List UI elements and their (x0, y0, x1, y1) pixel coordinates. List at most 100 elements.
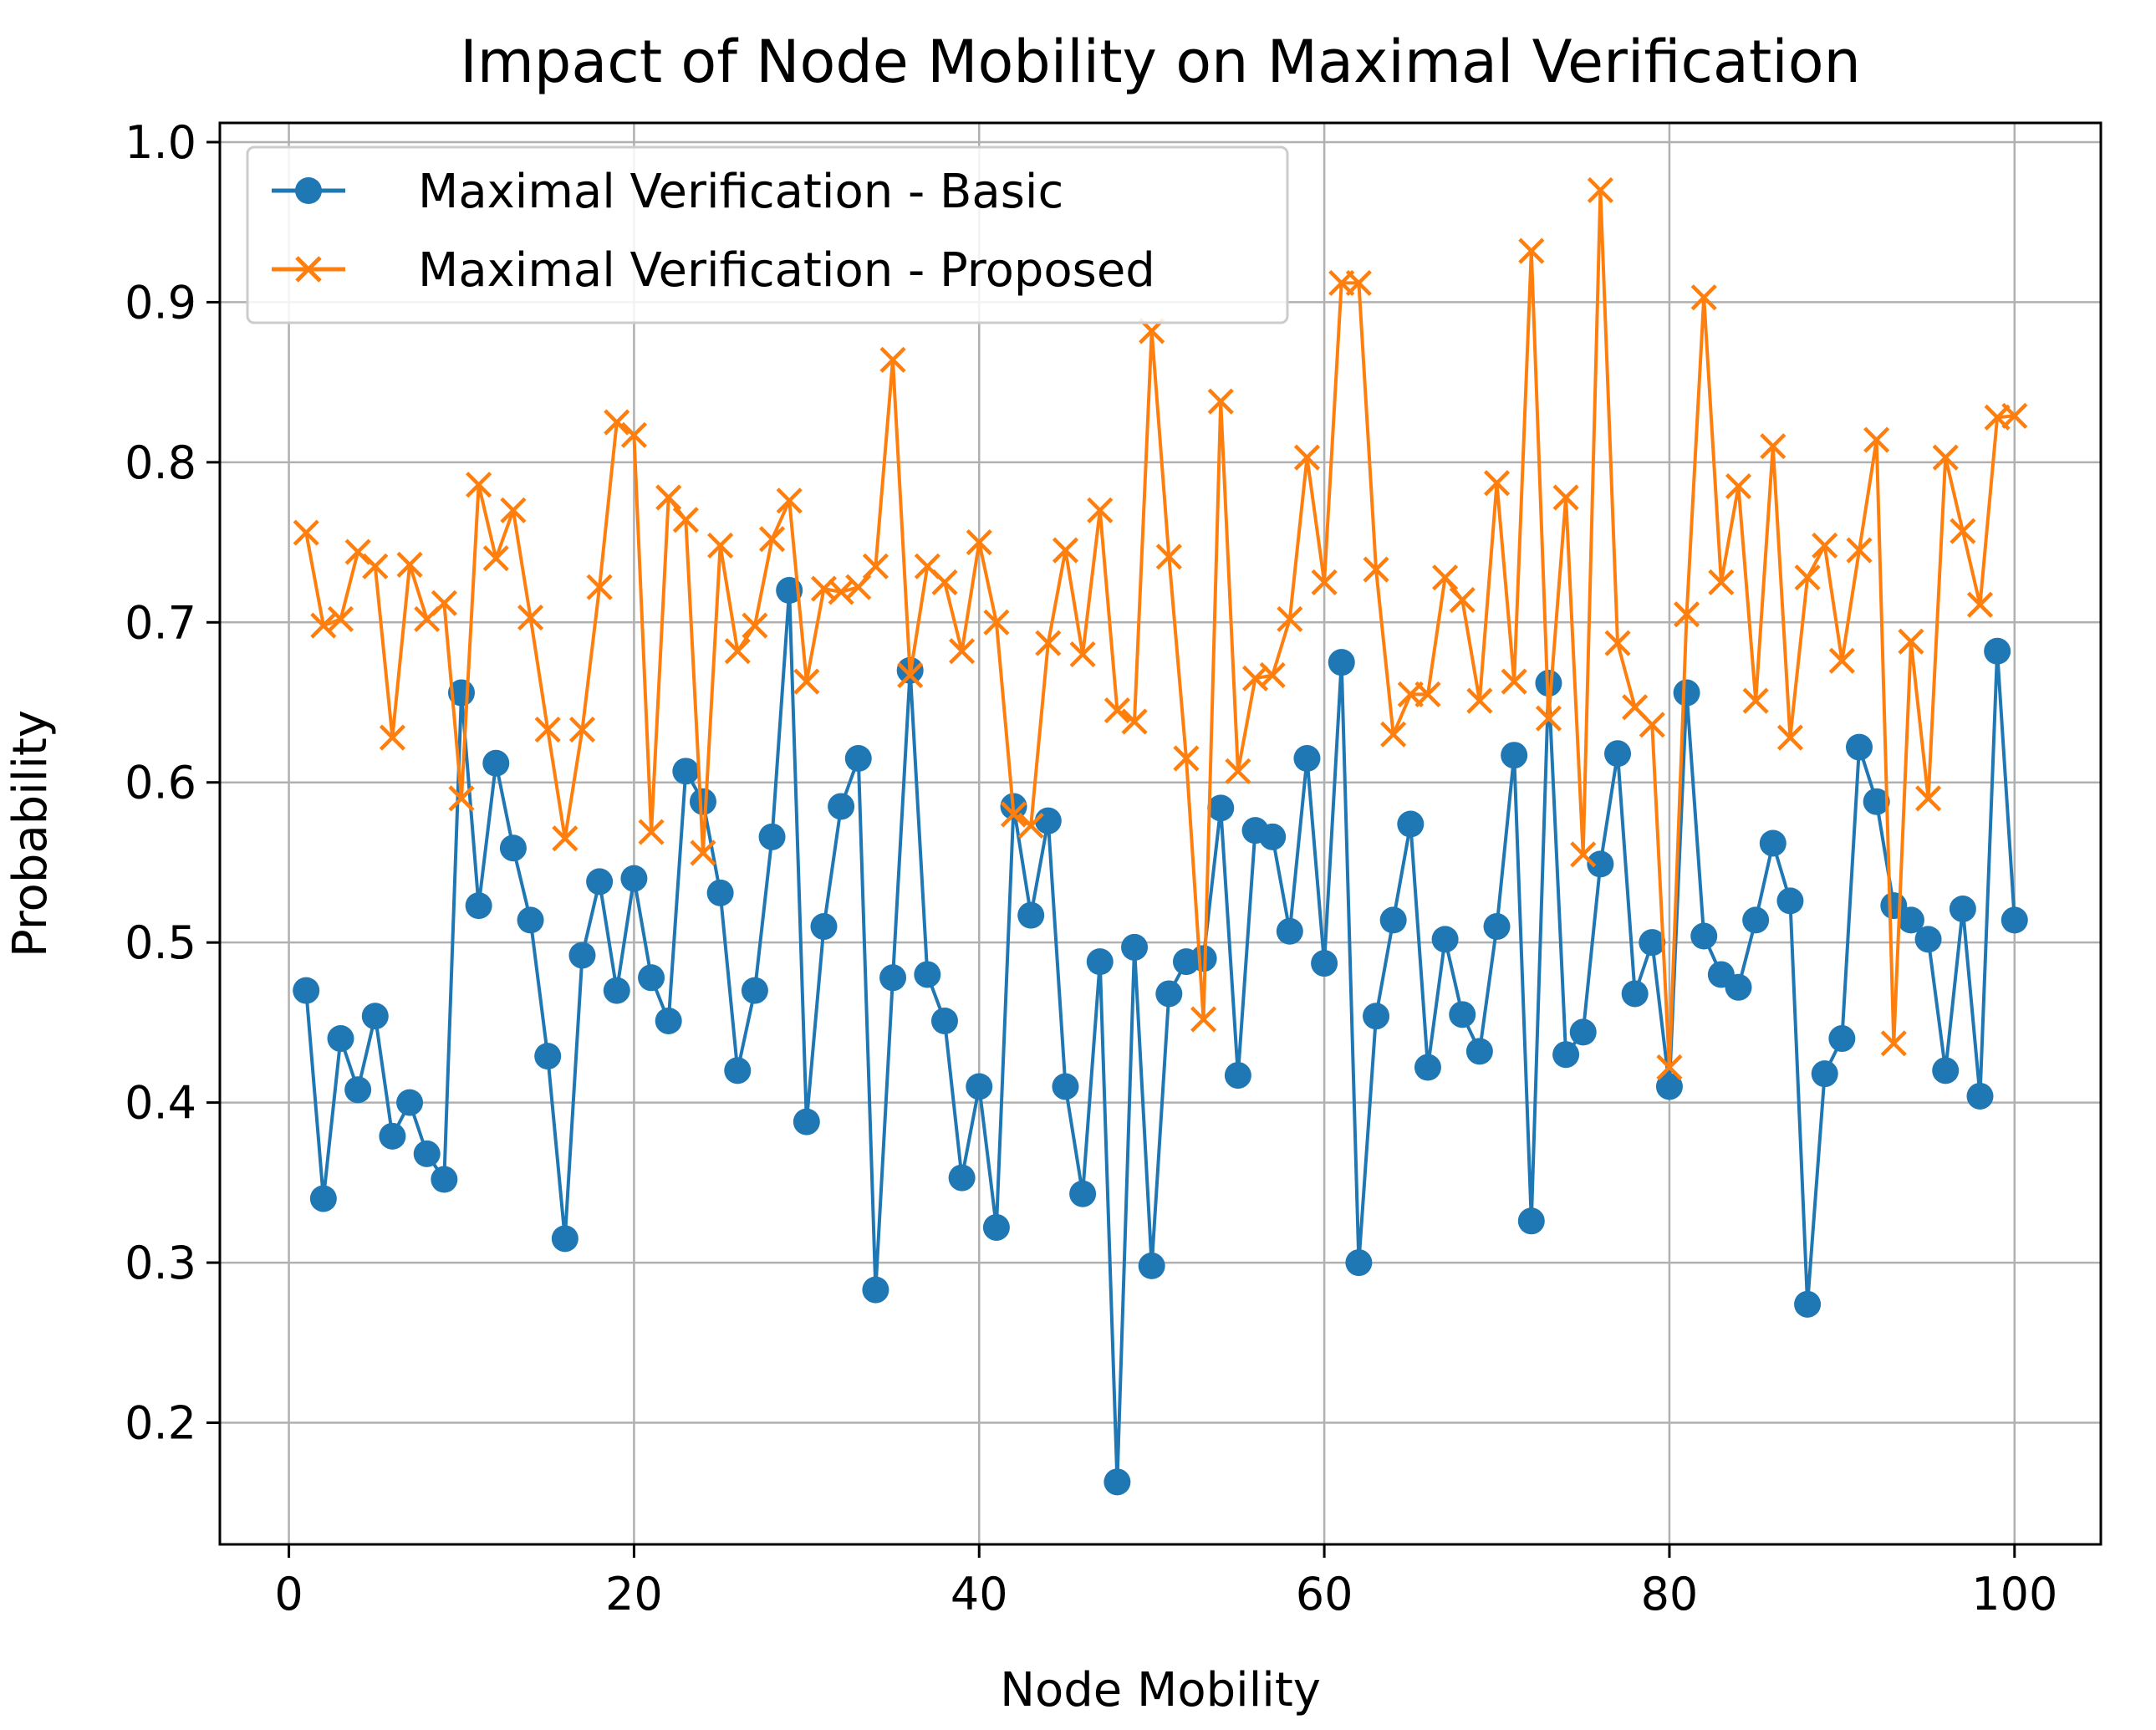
data-point (551, 1225, 579, 1253)
data-point (1776, 724, 1804, 751)
legend-label-basic: Maximal Verification - Basic (418, 165, 1063, 219)
data-point (1432, 564, 1459, 591)
data-point (724, 638, 751, 665)
data-point (1587, 850, 1614, 878)
data-point (1655, 1073, 1683, 1100)
data-point (620, 421, 648, 448)
y-tick-label: 1.0 (125, 116, 196, 169)
data-point (431, 589, 457, 616)
data-point (465, 892, 492, 920)
data-point (413, 1140, 441, 1167)
chart-title: Impact of Node Mobility on Maximal Verif… (460, 28, 1861, 96)
data-point (1017, 812, 1044, 839)
data-point (845, 574, 872, 600)
legend: Maximal Verification - Basic Maximal Ver… (246, 145, 1289, 324)
data-point (1811, 1060, 1838, 1088)
data-point (1846, 537, 1873, 564)
data-point (1673, 679, 1700, 707)
data-point (500, 497, 527, 523)
data-point (1898, 628, 1924, 655)
data-point (1517, 1207, 1545, 1235)
data-point (1259, 823, 1287, 850)
data-point (1794, 1290, 1822, 1318)
data-point (1846, 733, 1873, 761)
x-axis-label: Node Mobility (1000, 1663, 1321, 1717)
data-point (930, 1007, 958, 1034)
x-tick-label: 80 (1641, 1568, 1699, 1620)
data-point (1759, 829, 1786, 857)
data-point (293, 977, 320, 1004)
data-point (1207, 388, 1234, 415)
data-point (638, 819, 665, 845)
data-point (1138, 1252, 1165, 1279)
x-tick-label: 0 (274, 1568, 303, 1620)
data-point (1103, 697, 1130, 724)
data-point (1087, 497, 1114, 523)
data-point (1466, 687, 1493, 714)
data-point (1121, 708, 1148, 735)
data-point (828, 793, 855, 820)
data-point (1621, 980, 1649, 1008)
data-point (844, 745, 872, 773)
data-point (1518, 237, 1545, 264)
data-point (1966, 591, 1994, 618)
data-point (966, 1073, 993, 1100)
plot-frame (218, 121, 2102, 1546)
data-point (793, 668, 820, 695)
data-point (1725, 472, 1752, 500)
data-point (1863, 788, 1890, 815)
data-point (1293, 745, 1321, 773)
x-tick-label: 20 (605, 1568, 663, 1620)
plot-area (220, 123, 2101, 1544)
data-point (1587, 176, 1613, 203)
data-point (897, 661, 924, 689)
data-point (638, 964, 665, 992)
data-point (1950, 518, 1976, 544)
data-point (361, 1003, 389, 1030)
data-point (2001, 402, 2028, 429)
data-point (776, 487, 803, 514)
data-point (810, 913, 838, 941)
data-point (1277, 605, 1303, 633)
data-point (706, 879, 734, 906)
data-point (344, 538, 371, 565)
data-point (949, 638, 976, 665)
axis-ticks: 0 20 40 60 80 100 0.2 0.3 0.4 0.5 0.6 0.7 0.8 0.9 1.0 (125, 116, 2057, 1620)
data-point (534, 716, 561, 743)
legend-marker-proposed (295, 256, 322, 283)
data-point (982, 1213, 1010, 1241)
data-point (1311, 950, 1338, 977)
data-point (1414, 681, 1441, 708)
data-point (1259, 661, 1286, 689)
data-point (1742, 906, 1770, 934)
data-point (1725, 973, 1752, 1001)
data-point (1483, 913, 1511, 941)
legend-label-proposed: Maximal Verification - Proposed (418, 243, 1155, 298)
series-layer (293, 176, 2028, 1496)
data-point (1414, 1054, 1441, 1081)
data-point (1828, 1025, 1856, 1053)
data-point (552, 825, 579, 852)
data-point (672, 507, 699, 533)
data-point (931, 569, 958, 596)
data-point (1812, 532, 1838, 559)
data-point (1224, 1062, 1251, 1090)
data-point (707, 532, 734, 559)
data-point (1656, 1054, 1683, 1081)
data-point (1932, 444, 1959, 471)
data-point (1760, 433, 1786, 460)
data-point (1000, 801, 1027, 828)
data-point (604, 409, 630, 436)
data-point (1914, 926, 1942, 953)
data-point (1363, 556, 1389, 583)
data-point (1155, 543, 1182, 570)
data-point (362, 553, 389, 579)
data-point (431, 1166, 458, 1193)
series-proposed (293, 176, 2028, 1081)
data-point (1397, 810, 1425, 838)
data-point (482, 749, 510, 777)
legend-marker-basic (295, 177, 322, 204)
data-point (1690, 284, 1717, 311)
data-point (1483, 470, 1511, 497)
